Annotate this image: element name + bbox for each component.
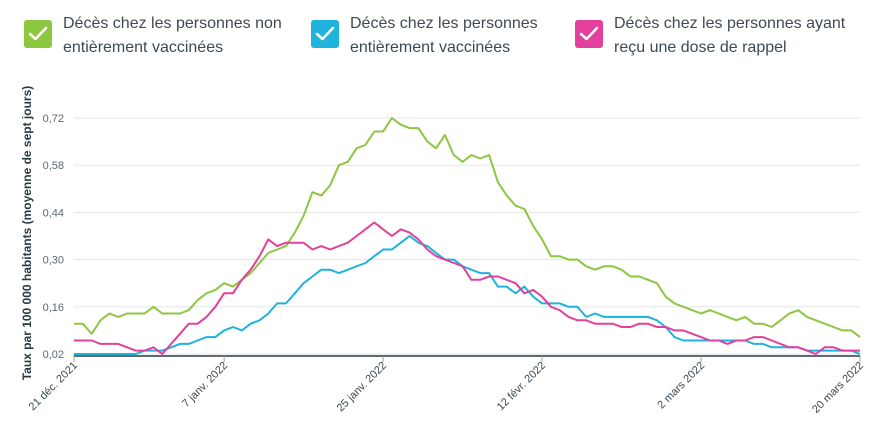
legend-item-vaccinated[interactable]: Décès chez les personnes entièrement vac… — [311, 12, 538, 60]
legend-label-unvaccinated: Décès chez les personnes non entièrement… — [63, 12, 282, 60]
check-icon — [28, 26, 48, 41]
x-tick-label: 12 févr. 2022 — [495, 360, 548, 413]
legend-label-vaccinated: Décès chez les personnes entièrement vac… — [350, 12, 538, 60]
grid-lines — [74, 117, 860, 357]
y-tick-label: 0,72 — [43, 113, 64, 125]
checkbox-booster[interactable] — [575, 20, 603, 48]
y-axis-label: Taux par 100 000 habitants (moyenne de s… — [20, 86, 34, 381]
legend-label-line: Décès chez les personnes — [350, 15, 538, 32]
y-tick-label: 0,44 — [43, 207, 64, 219]
series-line-2[interactable] — [74, 221, 860, 355]
legend-label-line: Décès chez les personnes non — [63, 15, 282, 32]
legend-item-booster[interactable]: Décès chez les personnes ayant reçu une … — [575, 12, 845, 60]
x-tick-label: 20 mars 2022 — [810, 360, 866, 416]
y-tick-label: 0,02 — [43, 349, 64, 361]
y-tick-label: 0,16 — [43, 302, 64, 314]
legend-label-line: entièrement vaccinées — [63, 39, 224, 56]
x-axis-ticks: 21 déc. 2021 7 janv. 2022 25 janv. 2022 12 … — [27, 356, 866, 416]
chart-legend: Décès chez les personnes non entièrement… — [0, 0, 885, 70]
legend-label-booster: Décès chez les personnes ayant reçu une … — [614, 12, 845, 60]
legend-label-line: reçu une dose de rappel — [614, 39, 787, 56]
legend-label-line: entièrement vaccinées — [350, 39, 511, 56]
series-line-1[interactable] — [74, 235, 861, 355]
checkbox-unvaccinated[interactable] — [24, 20, 52, 48]
x-tick-label: 2 mars 2022 — [655, 360, 707, 412]
check-icon — [579, 26, 599, 41]
series-lines — [74, 117, 861, 355]
y-tick-label: 0,30 — [43, 255, 64, 267]
y-tick-label: 0,58 — [43, 160, 64, 172]
y-axis-ticks: 0,02 0,16 0,30 0,44 0,58 0,72 — [43, 113, 64, 361]
series-line-0[interactable] — [74, 117, 861, 338]
check-icon — [315, 26, 335, 41]
checkbox-vaccinated[interactable] — [311, 20, 339, 48]
legend-item-unvaccinated[interactable]: Décès chez les personnes non entièrement… — [24, 12, 282, 60]
x-tick-label: 25 janv. 2022 — [335, 360, 390, 415]
x-tick-label: 21 déc. 2021 — [27, 360, 80, 413]
x-tick-label: 7 janv. 2022 — [180, 360, 230, 410]
legend-label-line: Décès chez les personnes ayant — [614, 15, 846, 32]
